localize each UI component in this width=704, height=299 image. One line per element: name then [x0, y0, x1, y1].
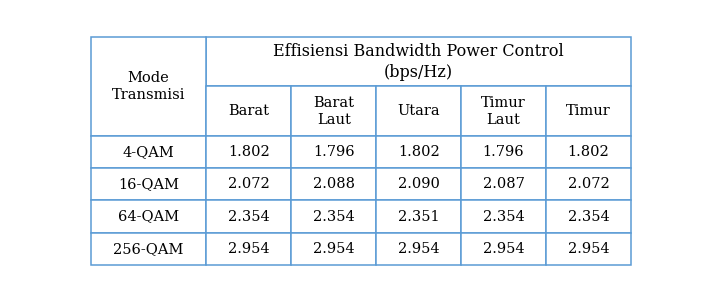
Text: 2.954: 2.954 [398, 242, 439, 256]
Text: 2.354: 2.354 [483, 210, 524, 224]
Bar [546, 136, 631, 168]
Bar [291, 233, 376, 265]
Bar [206, 233, 291, 265]
Text: 2.954: 2.954 [483, 242, 524, 256]
Bar [546, 200, 631, 233]
Bar [91, 168, 206, 200]
Text: Mode
Transmisi: Mode Transmisi [112, 71, 185, 102]
Bar [461, 168, 546, 200]
Bar [461, 86, 546, 136]
Bar [546, 233, 631, 265]
Text: 2.087: 2.087 [483, 177, 524, 191]
Bar [206, 168, 291, 200]
Bar [91, 136, 206, 168]
Bar [291, 168, 376, 200]
Text: 2.090: 2.090 [398, 177, 439, 191]
Text: 1.796: 1.796 [483, 145, 524, 159]
Text: 2.072: 2.072 [228, 177, 270, 191]
Bar [206, 136, 291, 168]
Text: 2.351: 2.351 [398, 210, 439, 224]
Text: Timur: Timur [566, 104, 611, 118]
Text: 2.354: 2.354 [228, 210, 270, 224]
Text: 1.802: 1.802 [398, 145, 439, 159]
Bar [461, 233, 546, 265]
Bar [291, 86, 376, 136]
Text: 2.088: 2.088 [313, 177, 355, 191]
Bar [91, 37, 206, 136]
Bar [376, 136, 461, 168]
Text: 64-QAM: 64-QAM [118, 210, 179, 224]
Text: 16-QAM: 16-QAM [118, 177, 179, 191]
Text: 4-QAM: 4-QAM [122, 145, 175, 159]
Text: Barat: Barat [228, 104, 270, 118]
Text: Barat
Laut: Barat Laut [313, 96, 354, 127]
Text: 1.802: 1.802 [228, 145, 270, 159]
Bar [376, 200, 461, 233]
Bar [206, 37, 631, 86]
Text: 256-QAM: 256-QAM [113, 242, 184, 256]
Bar [291, 200, 376, 233]
Text: Timur
Laut: Timur Laut [481, 96, 526, 127]
Bar [291, 136, 376, 168]
Text: 2.354: 2.354 [313, 210, 355, 224]
Bar [206, 86, 291, 136]
Text: 2.072: 2.072 [567, 177, 609, 191]
Text: 1.802: 1.802 [567, 145, 609, 159]
Text: 2.954: 2.954 [313, 242, 355, 256]
Text: 2.354: 2.354 [567, 210, 609, 224]
Bar [376, 86, 461, 136]
Bar [546, 168, 631, 200]
Bar [91, 200, 206, 233]
Bar [461, 200, 546, 233]
Text: Utara: Utara [397, 104, 440, 118]
Bar [546, 86, 631, 136]
Bar [91, 233, 206, 265]
Bar [206, 200, 291, 233]
Text: 2.954: 2.954 [228, 242, 270, 256]
Bar [376, 233, 461, 265]
Text: 1.796: 1.796 [313, 145, 355, 159]
Bar [461, 136, 546, 168]
Text: 2.954: 2.954 [567, 242, 609, 256]
Bar [376, 168, 461, 200]
Text: Effisiensi Bandwidth Power Control
(bps/Hz): Effisiensi Bandwidth Power Control (bps/… [273, 43, 564, 81]
